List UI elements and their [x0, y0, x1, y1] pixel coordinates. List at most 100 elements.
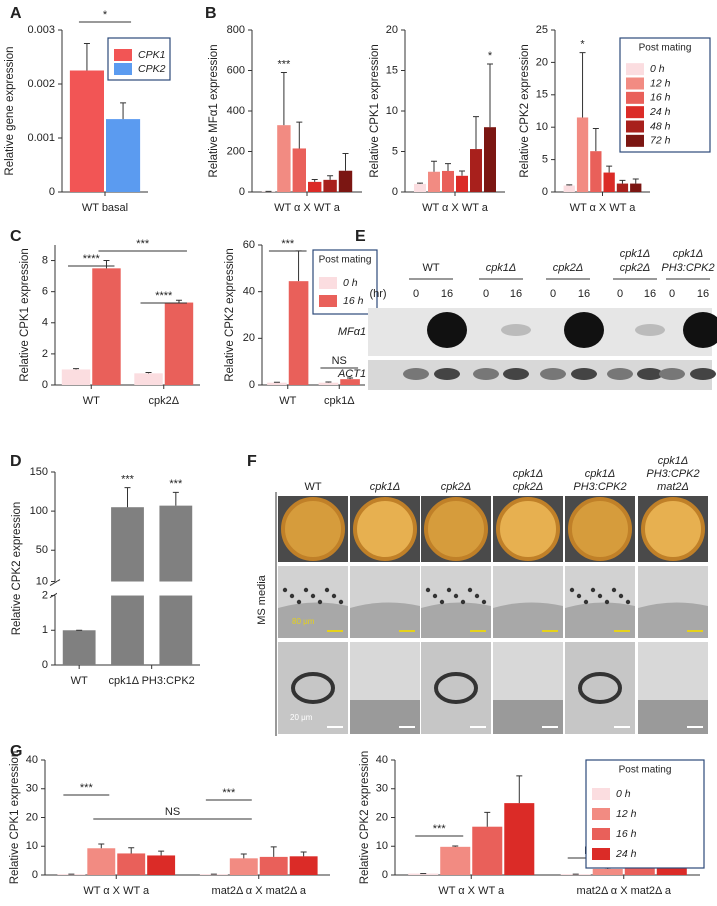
error-bar — [473, 116, 479, 150]
bar — [442, 170, 454, 192]
bar — [472, 826, 503, 875]
y-tick-label: 0 — [32, 869, 38, 881]
significance: *** — [222, 787, 236, 799]
bar — [592, 868, 623, 875]
strain-label: cpk2Δ — [441, 481, 472, 493]
error-bar — [98, 843, 105, 849]
significance: NS — [332, 355, 347, 367]
colony — [641, 497, 705, 561]
x-tick-label: mat2Δ α X mat2Δ a — [212, 885, 307, 897]
legend-swatch — [626, 77, 644, 90]
x-tick-label: cpk1Δ PH3:CPK2 — [109, 675, 195, 687]
panel-label: C — [10, 228, 22, 245]
y-tick-label: 10 — [536, 121, 548, 133]
colony — [568, 497, 632, 561]
scale-label: 80 μm — [292, 617, 315, 626]
hypha-speck — [569, 587, 575, 593]
error-bar — [83, 43, 90, 71]
legend-swatch — [592, 828, 610, 840]
cell-layer — [638, 700, 708, 734]
hypha-speck — [446, 587, 452, 593]
y-axis-label: Relative CPK2 expression — [224, 248, 236, 382]
bar — [134, 373, 163, 385]
significance: *** — [277, 58, 291, 70]
bar — [484, 127, 496, 192]
y-tick-label: 5 — [392, 145, 398, 157]
bar — [62, 630, 96, 665]
y-axis-label: Relative gene expression — [4, 46, 16, 175]
time-label: 0 — [413, 288, 419, 300]
hypha-speck — [576, 593, 582, 599]
error-bar — [158, 850, 165, 856]
hypha-speck — [467, 587, 473, 593]
y-tick-label: 10 — [386, 105, 398, 117]
legend-label: CPK1 — [138, 49, 165, 61]
bar — [69, 70, 104, 192]
error-bar — [592, 127, 599, 152]
error-bar — [579, 52, 586, 118]
break-gap — [57, 581, 200, 596]
time-label: 0 — [483, 288, 489, 300]
y-axis-label: Relative MFα1 expression — [208, 44, 220, 177]
strain-label: PH3:CPK2 — [573, 481, 626, 493]
legend-label: 12 h — [616, 808, 637, 820]
y-axis-label: Relative CPK2 expression — [11, 502, 23, 636]
y-tick-label: 30 — [26, 783, 38, 795]
y-tick-label: 0 — [542, 186, 548, 198]
y-tick-label: 2 — [42, 589, 48, 601]
legend-title: Post mating — [619, 765, 672, 776]
band — [427, 312, 467, 348]
significance: * — [580, 39, 585, 51]
bar — [87, 848, 116, 875]
error-bar — [103, 260, 110, 269]
bar — [340, 379, 360, 385]
error-bar — [311, 178, 318, 182]
error-bar — [240, 853, 247, 859]
error-bar — [128, 847, 135, 854]
y-tick-label: 0 — [239, 186, 245, 198]
strain-label: WT — [304, 481, 321, 493]
bar — [106, 119, 141, 192]
legend-label: 0 h — [616, 788, 631, 800]
significance: NS — [165, 806, 180, 818]
legend-swatch — [626, 106, 644, 119]
y-tick-label: 0 — [392, 186, 398, 198]
strain-label: WT — [422, 262, 439, 274]
time-label: 16 — [644, 288, 656, 300]
hypha-speck — [331, 593, 337, 599]
y-tick-label: 10 — [36, 575, 48, 587]
y-tick-label: 10 — [26, 840, 38, 852]
y-tick-label: 10 — [376, 840, 388, 852]
legend-label: 16 h — [343, 295, 364, 307]
y-tick-label: 1 — [42, 624, 48, 636]
bar — [470, 149, 482, 192]
y-tick-label: 20 — [376, 811, 388, 823]
legend-label: 0 h — [650, 63, 665, 75]
significance: **** — [155, 290, 173, 302]
legend-swatch — [626, 63, 644, 76]
y-tick-label: 0 — [42, 379, 48, 391]
error-bar — [516, 775, 523, 804]
legend-label: 24 h — [615, 848, 637, 860]
bar — [428, 171, 440, 192]
error-bar — [175, 299, 182, 303]
y-tick-label: 0.002 — [27, 78, 55, 90]
hypha-speck — [611, 587, 617, 593]
error-bar — [296, 121, 303, 149]
strain-label: cpk1Δ — [513, 468, 544, 480]
x-tick-label: WT α X WT a — [438, 885, 505, 897]
legend-swatch — [114, 49, 132, 61]
bar — [456, 175, 468, 192]
time-label: 16 — [697, 288, 709, 300]
hypha-speck — [289, 593, 295, 599]
band — [607, 368, 633, 380]
legend-swatch — [626, 120, 644, 133]
bar — [318, 382, 339, 385]
band — [434, 368, 460, 380]
colony — [353, 497, 417, 561]
hypha-speck — [583, 599, 589, 605]
y-tick-label: 0 — [42, 659, 48, 671]
strain-label: cpk2Δ — [620, 262, 651, 274]
y-tick-label: 50 — [36, 544, 48, 556]
